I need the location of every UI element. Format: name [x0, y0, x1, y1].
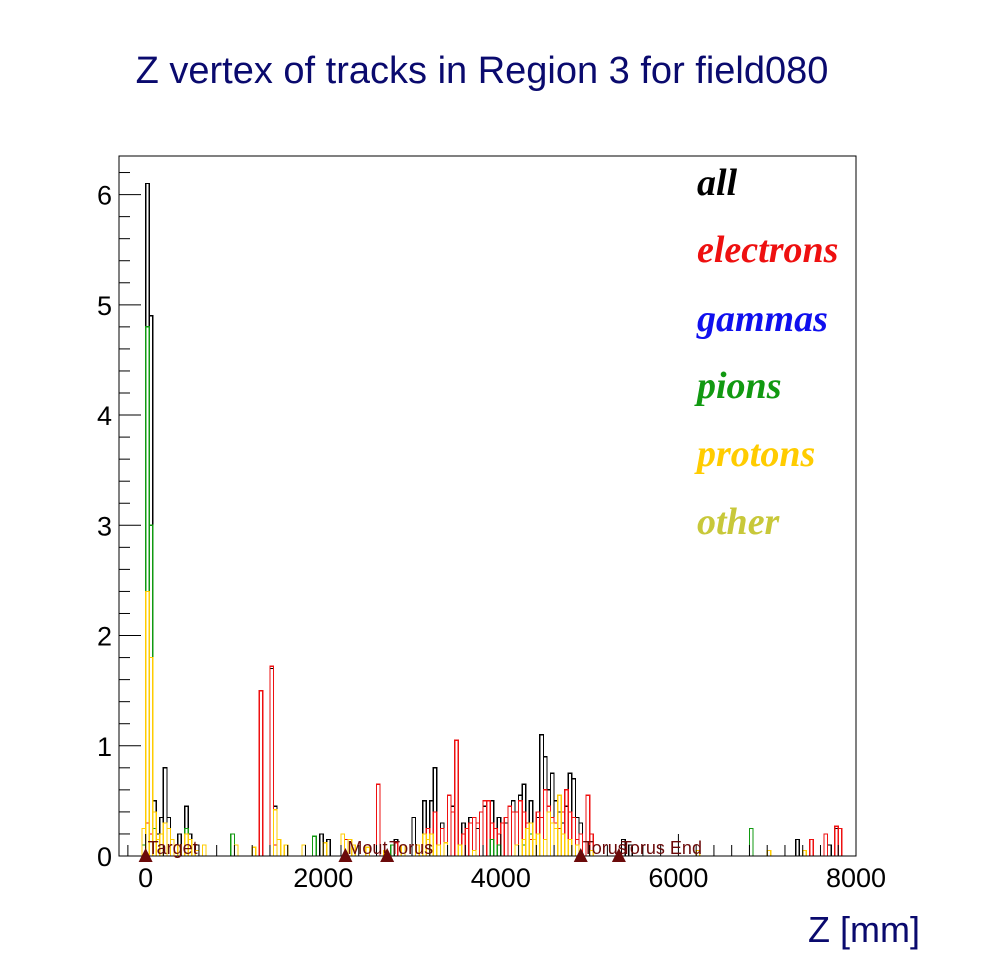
legend: all electrons gammas pions protons other [694, 162, 838, 543]
y-tick-label: 5 [97, 291, 112, 321]
x-axis-label: Z [mm] [808, 909, 920, 950]
y-tick-label: 3 [97, 511, 112, 541]
plot-frame [118, 155, 857, 857]
y-tick-label: 4 [97, 401, 112, 431]
x-tick-label: 6000 [648, 863, 708, 893]
legend-entry-all: all [697, 162, 738, 204]
x-tick-label: 4000 [471, 863, 531, 893]
legend-entry-other: other [697, 501, 781, 543]
x-tick-label: 2000 [293, 863, 353, 893]
marker-triangle [138, 848, 153, 862]
legend-entry-gammas: gammas [696, 298, 828, 340]
marker-label: Torus [389, 838, 433, 858]
marker-label: Mout [347, 838, 387, 858]
x-tick-label: 0 [138, 863, 153, 893]
marker-triangle [338, 848, 353, 862]
y-tick-label: 6 [97, 181, 112, 211]
y-tick-label: 0 [97, 842, 112, 872]
marker-triangle [611, 848, 626, 862]
legend-entry-protons: protons [694, 433, 815, 475]
chart-title: Z vertex of tracks in Region 3 for field… [136, 50, 829, 92]
marker-label: Torus [583, 838, 627, 858]
marker-label: Target [148, 838, 198, 858]
y-tick-label: 1 [97, 732, 112, 762]
marker-label: Torus End [621, 838, 702, 858]
plot-area [119, 156, 856, 856]
legend-entry-pions: pions [694, 365, 781, 407]
legend-entry-electrons: electrons [697, 229, 838, 271]
marker-triangle [380, 848, 395, 862]
axes-layer: 0 1 2 3 4 5 6 0 2000 4000 6000 8000 [97, 155, 886, 893]
y-tick-label: 2 [97, 622, 112, 652]
marker-triangle [573, 848, 588, 862]
x-tick-label: 8000 [826, 863, 886, 893]
